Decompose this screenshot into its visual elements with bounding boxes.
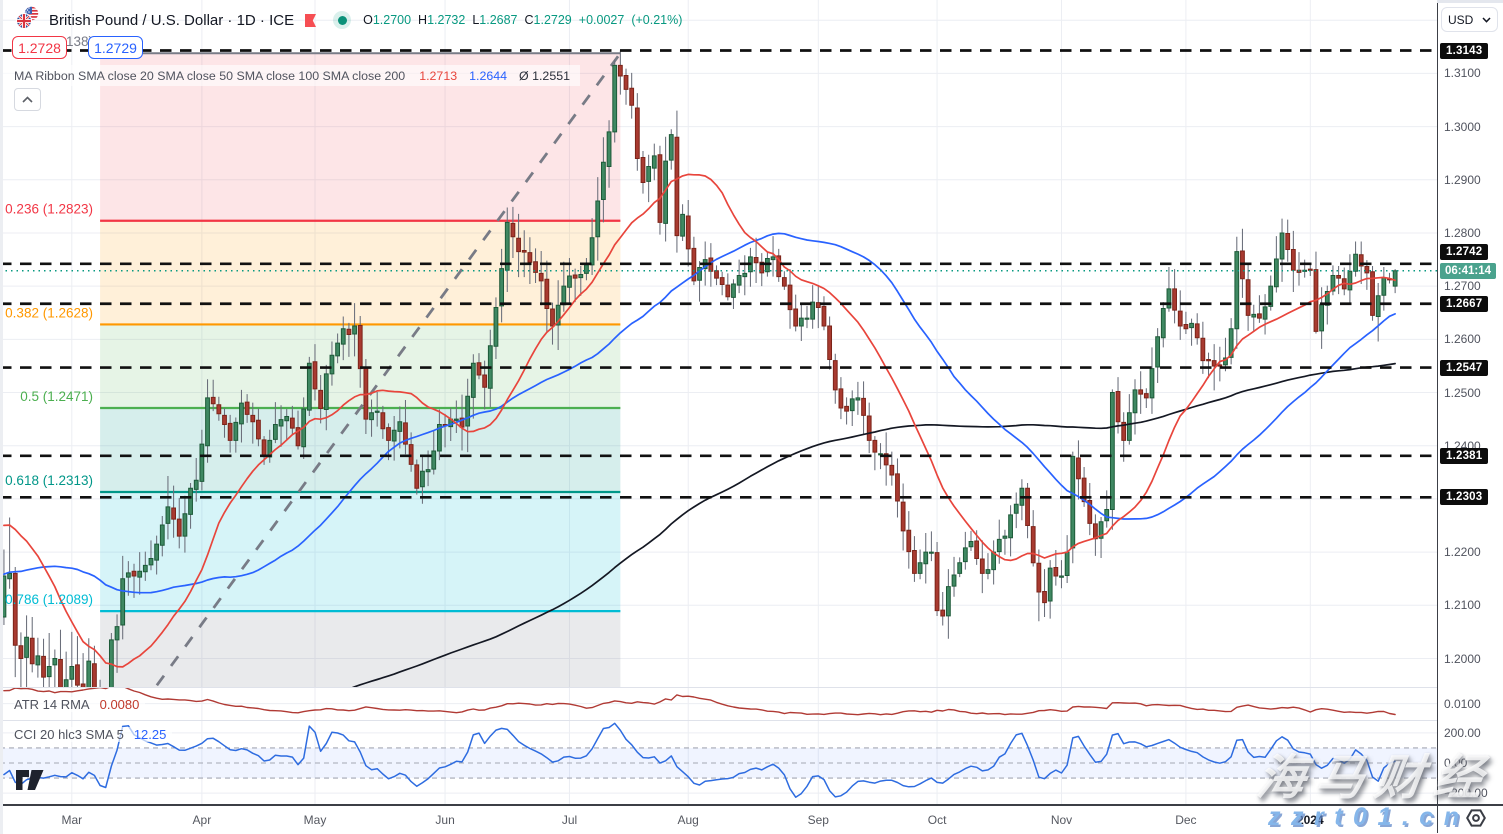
market-status-icon[interactable] <box>333 11 352 29</box>
time-axis-label: Sep <box>807 813 829 827</box>
time-axis-border <box>0 804 1503 806</box>
atr-line[interactable] <box>3 686 1396 716</box>
ohlc-values: O 1.2700 H 1.2732 L 1.2687 C 1.2729 +0.0027 … <box>363 13 682 27</box>
cci-pane-legend[interactable]: CCI 20 hlc3 SMA 5 12.25 <box>14 727 173 742</box>
close-value: 1.2729 <box>533 13 572 27</box>
atr-title: ATR 14 RMA <box>14 697 90 712</box>
time-axis-label: Mar <box>61 813 83 827</box>
currency-label: USD <box>1448 12 1474 27</box>
currency-selector[interactable]: USD <box>1441 7 1498 32</box>
price-line-label: 1.2667 <box>1440 295 1489 312</box>
time-axis-label: Jun <box>435 813 455 827</box>
svg-text:0.786 (1.2089): 0.786 (1.2089) <box>5 592 93 607</box>
cci-scale-tick: 200.00 <box>1444 725 1481 740</box>
ma-ribbon-average-value: Ø 1.2551 <box>519 68 570 83</box>
fib-retracement[interactable] <box>100 52 622 763</box>
cci-plot[interactable] <box>0 722 1437 798</box>
countdown-label: 06:41:14 <box>1440 262 1497 279</box>
fib-level-labels: 0 (1.3138)0.236 (1.2823)0.382 (1.2628)0.… <box>5 34 93 607</box>
time-axis-label: 2024 <box>1296 813 1324 827</box>
price-tick: 1.3000 <box>1444 119 1481 134</box>
sell-button[interactable]: 1.2728 <box>12 36 67 59</box>
open-label: O <box>363 13 373 27</box>
tradingview-logo[interactable] <box>16 770 44 797</box>
price-tick: 1.3100 <box>1444 66 1481 81</box>
ma-ribbon-legend[interactable]: MA Ribbon SMA close 20 SMA close 50 SMA … <box>0 65 580 86</box>
currency-pair-flags-icon <box>14 4 41 36</box>
buy-button[interactable]: 1.2729 <box>88 36 143 59</box>
atr-value: 0.0080 <box>99 697 140 712</box>
high-label: H <box>418 13 428 27</box>
low-label: L <box>472 13 480 27</box>
low-value: 1.2687 <box>479 13 518 27</box>
time-axis[interactable]: Mar Apr May Jun Jul Aug Sep Oct Nov Dec 2024 <box>0 804 1503 834</box>
atr-scale-tick: 0.0100 <box>1444 696 1481 711</box>
ma-ribbon-sma20-value: 1.2713 <box>419 68 458 83</box>
change-value: +0.0027 <box>578 13 625 27</box>
svg-text:0.5 (1.2471): 0.5 (1.2471) <box>20 389 93 404</box>
price-tick: 1.2500 <box>1444 385 1481 400</box>
price-tick: 1.2600 <box>1444 332 1481 347</box>
price-line-label: 1.2742 <box>1440 244 1489 261</box>
high-value: 1.2732 <box>427 13 466 27</box>
cci-scale-tick: 0.00 <box>1444 756 1468 770</box>
symbol-title[interactable]: British Pound / U.S. Dollar · 1D · ICE <box>49 11 295 29</box>
window-top-edge <box>1437 0 1503 3</box>
time-axis-label: Apr <box>192 813 212 827</box>
atr-pane-legend[interactable]: ATR 14 RMA 0.0080 <box>14 697 146 712</box>
pane-separator-price-atr[interactable] <box>0 687 1503 688</box>
symbol-legend: British Pound / U.S. Dollar · 1D · ICE O… <box>14 6 682 32</box>
axis-settings-gear-icon[interactable] <box>1461 804 1491 832</box>
price-tick: 1.2900 <box>1444 172 1481 187</box>
change-percent: (+0.21%) <box>631 13 683 27</box>
price-line-label: 1.2381 <box>1440 447 1489 464</box>
left-toolbar-edge <box>0 0 3 834</box>
price-tick: 1.2200 <box>1444 545 1481 560</box>
price-line-label: 1.2547 <box>1440 359 1489 376</box>
price-scale-border <box>1436 2 1438 833</box>
cci-scale-tick: −200.00 <box>1444 786 1488 801</box>
cci-title: CCI 20 hlc3 SMA 5 <box>14 727 124 742</box>
price-scale[interactable]: USD 1.3100 1.3000 1.2900 1.2800 1.2700 1.2600 1… <box>1437 0 1503 804</box>
time-axis-label: Aug <box>677 813 699 827</box>
time-axis-label: Oct <box>927 813 947 827</box>
time-axis-label: Nov <box>1050 813 1073 827</box>
chevron-down-icon <box>1482 16 1491 23</box>
watermark-site: zzrt01.cn <box>1268 803 1470 831</box>
svg-text:0.236 (1.2823): 0.236 (1.2823) <box>5 202 93 217</box>
time-axis-label: Dec <box>1175 813 1197 827</box>
time-axis-label: Jul <box>561 813 578 827</box>
watermark-cjk: 海马财经 <box>1253 752 1497 805</box>
collapse-legend-button[interactable] <box>14 88 41 111</box>
cci-value: 12.25 <box>133 727 167 742</box>
open-value: 1.2700 <box>372 13 412 27</box>
svg-text:0.382 (1.2628): 0.382 (1.2628) <box>5 306 93 321</box>
price-tick: 1.2100 <box>1444 598 1481 613</box>
price-line-label: 1.3143 <box>1440 42 1489 59</box>
price-line-label: 1.2303 <box>1440 489 1489 506</box>
red-flag-icon[interactable] <box>304 13 317 27</box>
candlestick-series[interactable] <box>1 50 1398 763</box>
price-tick: 1.2700 <box>1444 279 1481 294</box>
ma-ribbon-sma50-value: 1.2644 <box>469 68 508 83</box>
ma-ribbon-label: MA Ribbon SMA close 20 SMA close 50 SMA … <box>14 68 406 83</box>
svg-text:0.618 (1.2313): 0.618 (1.2313) <box>5 473 93 488</box>
close-label: C <box>524 13 534 27</box>
time-axis-label: May <box>303 813 327 827</box>
price-tick: 1.2800 <box>1444 226 1481 240</box>
pane-separator-atr-cci[interactable] <box>0 719 1503 721</box>
price-chart-canvas[interactable]: 0 (1.3138)0.236 (1.2823)0.382 (1.2628)0.… <box>0 0 1437 804</box>
price-tick: 1.2000 <box>1444 651 1481 666</box>
